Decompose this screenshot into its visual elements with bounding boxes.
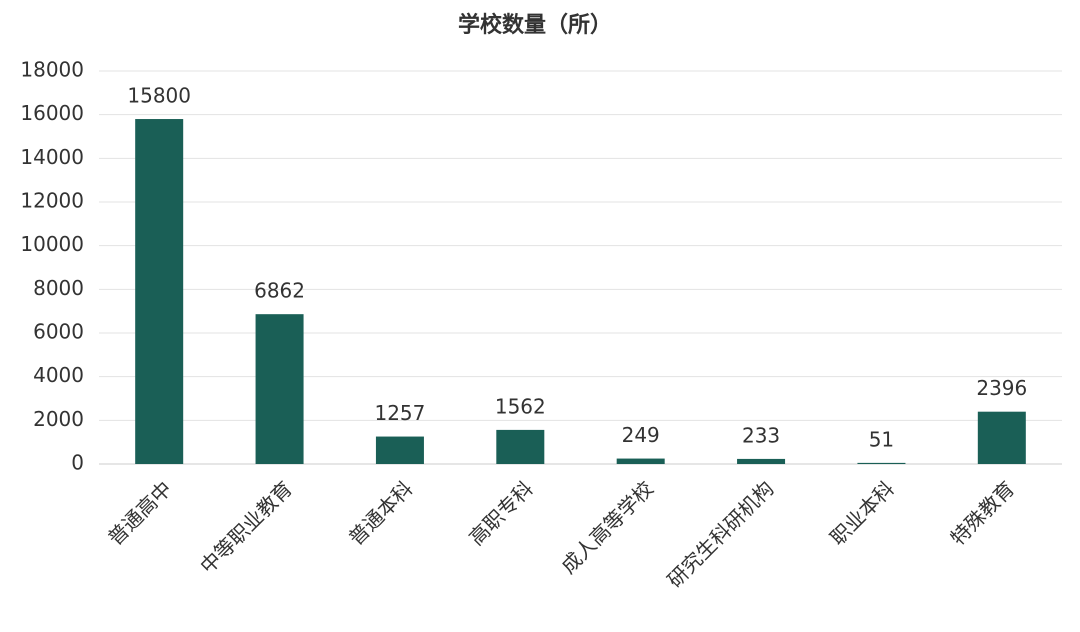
bar xyxy=(135,119,184,465)
data-label: 1257 xyxy=(374,401,425,425)
y-tick-label: 16000 xyxy=(20,101,84,125)
x-tick-label: 高职专科 xyxy=(464,476,538,550)
y-tick-label: 10000 xyxy=(20,232,84,256)
data-label: 15800 xyxy=(127,84,191,108)
x-tick-label: 成人高等学校 xyxy=(556,476,658,578)
chart-title: 学校数量（所） xyxy=(458,12,612,38)
data-label: 2396 xyxy=(976,376,1027,400)
bar xyxy=(496,429,545,464)
bar xyxy=(857,462,906,464)
data-label: 51 xyxy=(869,427,894,451)
y-tick-label: 6000 xyxy=(33,320,84,344)
x-tick-label: 普通本科 xyxy=(344,476,418,550)
x-tick-label: 研究生科研机构 xyxy=(663,476,779,592)
data-label: 6862 xyxy=(254,279,305,303)
y-tick-label: 18000 xyxy=(20,58,84,82)
x-tick-label: 特殊教育 xyxy=(946,476,1020,550)
x-tick-label: 职业本科 xyxy=(825,476,899,550)
bar xyxy=(977,411,1026,464)
y-tick-label: 8000 xyxy=(33,276,84,300)
y-tick-label: 12000 xyxy=(20,189,84,213)
data-label: 1562 xyxy=(495,394,546,418)
bar xyxy=(616,458,665,464)
y-tick-label: 14000 xyxy=(20,145,84,169)
y-tick-label: 4000 xyxy=(33,363,84,387)
y-tick-label: 2000 xyxy=(33,407,84,431)
y-tick-label: 0 xyxy=(71,451,84,475)
x-tick-label: 中等职业教育 xyxy=(195,476,297,578)
data-label: 233 xyxy=(742,423,780,447)
bar xyxy=(737,458,786,464)
data-label: 249 xyxy=(622,423,660,447)
bar xyxy=(255,314,304,464)
x-tick-label: 普通高中 xyxy=(103,476,177,550)
bar xyxy=(375,436,424,464)
